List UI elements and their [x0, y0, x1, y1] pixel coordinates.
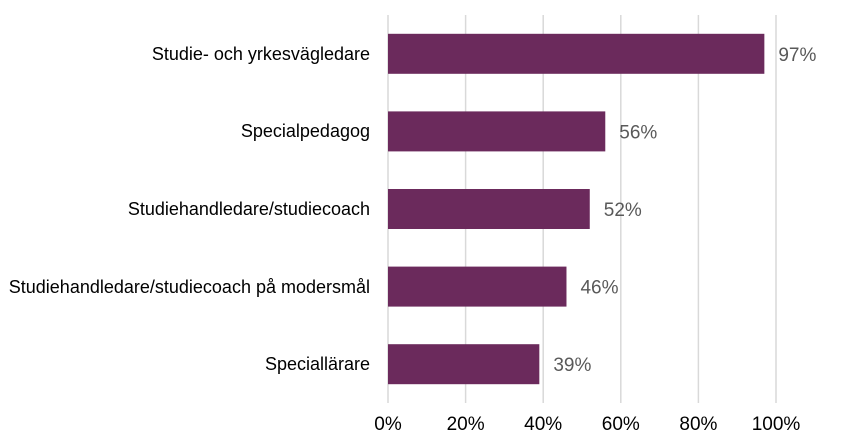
y-tick-label: Studie- och yrkesvägledare — [151, 43, 370, 64]
x-tick-label: 100% — [752, 414, 801, 435]
bar — [388, 189, 590, 229]
bar — [388, 266, 567, 307]
y-tick-label-box: Studiehandledare/studiecoach på modersmå… — [0, 276, 370, 298]
x-tick-label: 80% — [679, 414, 717, 435]
y-tick-label-box: Specialpedagog — [0, 120, 370, 142]
y-tick-label-box: Speciallärare — [0, 353, 370, 375]
value-label: 46% — [580, 278, 618, 299]
bar — [388, 344, 540, 385]
y-tick-label: Speciallärare — [264, 354, 370, 375]
value-label: 52% — [604, 200, 642, 221]
y-tick-label: Studiehandledare/studiecoach på modersmå… — [8, 276, 370, 297]
x-tick-label: 40% — [524, 414, 562, 435]
x-tick-label: 60% — [602, 414, 640, 435]
y-tick-label-box: Studiehandledare/studiecoach — [0, 198, 370, 220]
y-tick-label: Studiehandledare/studiecoach — [127, 199, 370, 219]
y-tick-label: Specialpedagog — [240, 121, 370, 142]
value-label: 97% — [778, 45, 816, 66]
value-label: 39% — [553, 355, 591, 376]
bar — [388, 33, 765, 74]
value-label: 56% — [619, 122, 657, 143]
x-tick-label: 0% — [374, 414, 402, 435]
y-tick-label-box: Studie- och yrkesvägledare — [0, 43, 370, 65]
x-tick-label: 20% — [447, 414, 485, 435]
bar — [388, 111, 606, 152]
